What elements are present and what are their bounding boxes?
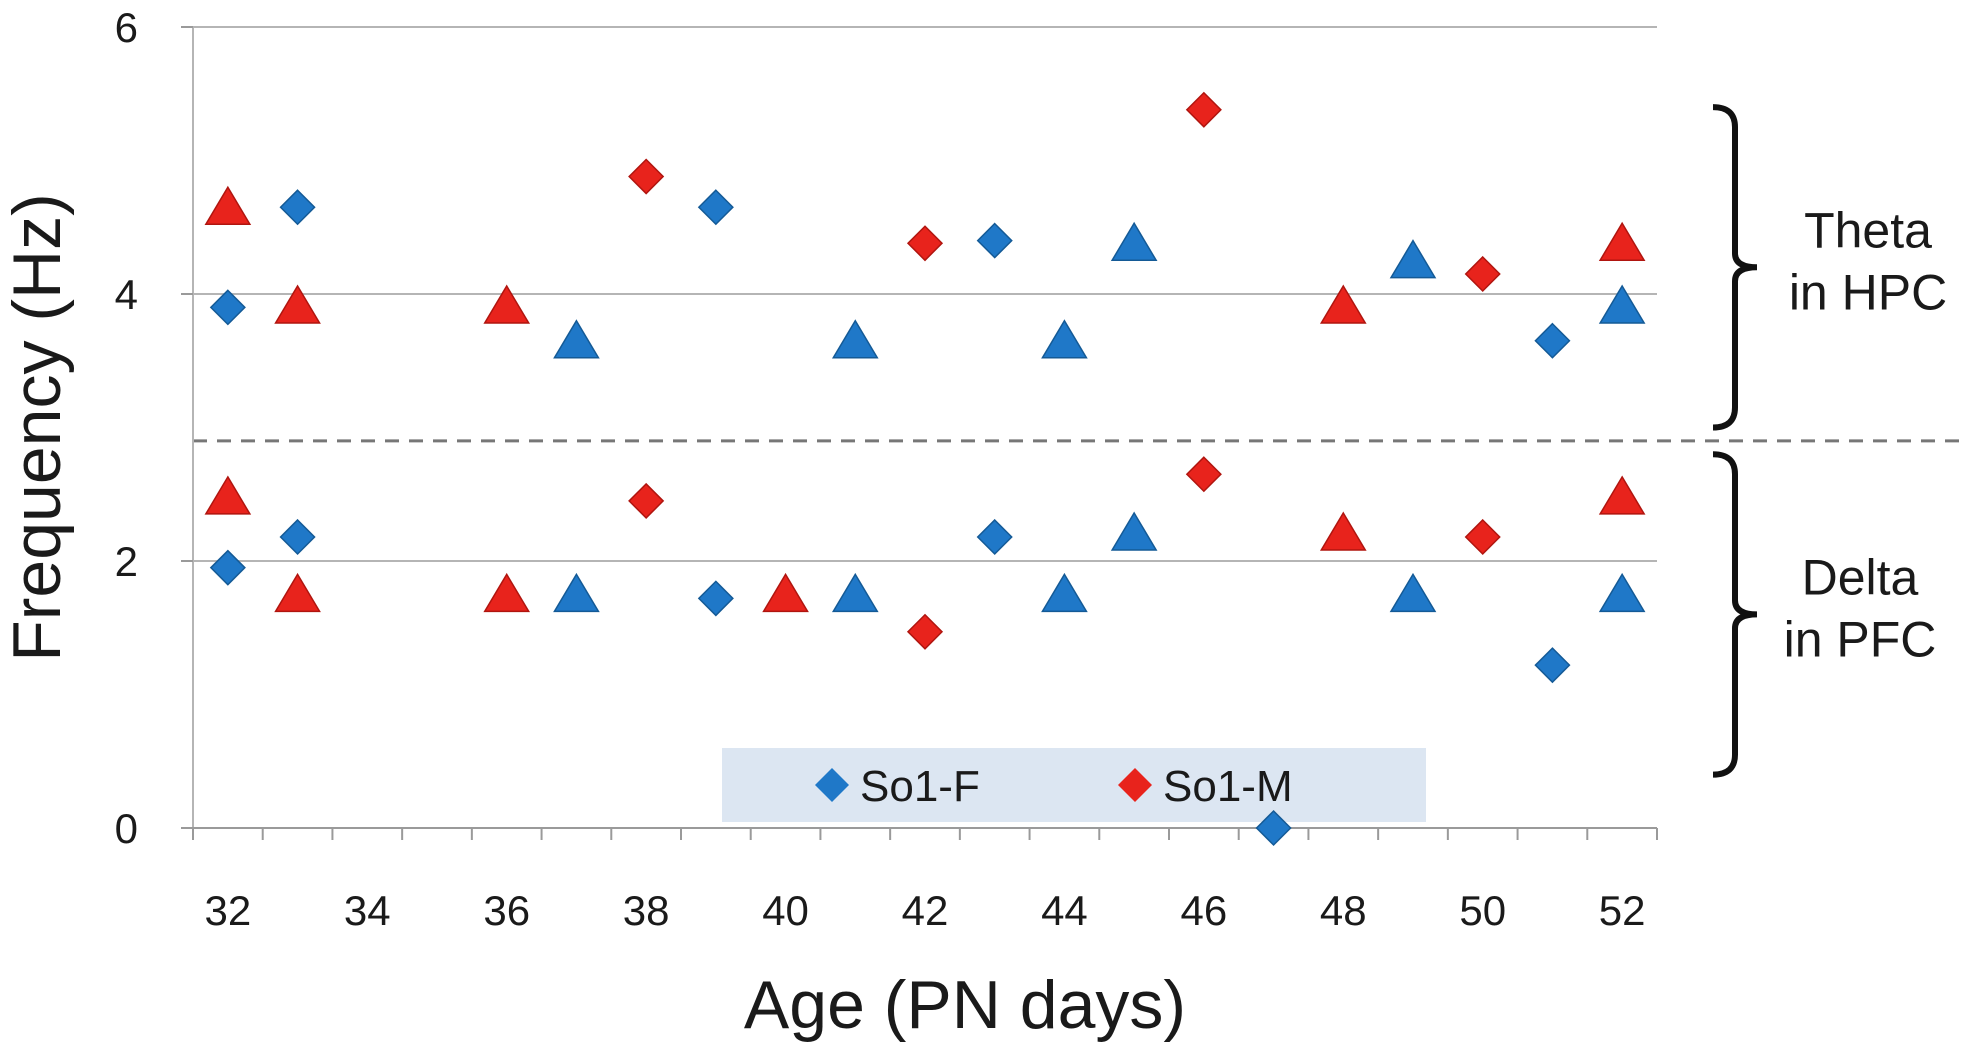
band-label-0-1: in HPC xyxy=(1789,264,1947,320)
data-point-series2-triangle xyxy=(1041,572,1088,613)
data-point-so1-f-diamond xyxy=(1255,809,1292,847)
x-axis-label: Age (PN days) xyxy=(744,967,1186,1043)
gridlines xyxy=(193,26,1657,562)
legend-label-so1-f: So1-F xyxy=(860,762,980,811)
x-tick-label-34: 34 xyxy=(344,887,391,934)
data-point-so1-f-diamond xyxy=(209,549,246,586)
data-point-series2-triangle xyxy=(1598,284,1646,324)
data-point-so1-f-diamond xyxy=(976,222,1013,259)
data-point-series3-triangle xyxy=(1598,221,1646,262)
data-point-so1-f-diamond xyxy=(1534,322,1571,359)
data-point-series3-triangle xyxy=(274,572,321,613)
x-tick-labels: 32 34 36 38 40 42 44 46 48 50 52 xyxy=(204,887,1645,934)
data-point-series3-triangle xyxy=(762,572,809,613)
data-point-so1-m-diamond xyxy=(628,158,665,195)
y-tick-label-2: 2 xyxy=(115,538,138,585)
x-tick-label-46: 46 xyxy=(1180,887,1227,934)
data-point-so1-f-diamond xyxy=(697,189,734,226)
legend-label-so1-m: So1-M xyxy=(1163,762,1293,811)
data-point-series3-triangle xyxy=(483,572,531,613)
band-label-1-1: in PFC xyxy=(1784,611,1937,667)
y-axis-label: Frequency (Hz) xyxy=(0,193,75,662)
data-point-so1-f-diamond xyxy=(976,518,1013,556)
band-label-1-0: Delta xyxy=(1802,549,1919,605)
data-point-so1-m-diamond xyxy=(906,225,944,262)
data-point-series2-triangle xyxy=(1110,221,1158,262)
legend-marker-so1-m xyxy=(1118,768,1152,802)
x-tick-label-38: 38 xyxy=(623,887,670,934)
data-point-so1-f-diamond xyxy=(279,189,316,226)
x-tick-label-42: 42 xyxy=(902,887,949,934)
data-point-series3-triangle xyxy=(1319,284,1367,324)
data-point-so1-m-diamond xyxy=(1464,518,1501,556)
data-point-series2-triangle xyxy=(1110,511,1158,551)
data-point-series2-triangle xyxy=(831,572,879,613)
data-point-so1-f-diamond xyxy=(697,580,734,617)
data-point-series3-triangle xyxy=(274,284,321,324)
data-point-series2-triangle xyxy=(831,319,879,359)
data-point-series3-triangle xyxy=(1319,511,1367,551)
y-tick-label-6: 6 xyxy=(115,4,138,51)
data-point-so1-m-diamond xyxy=(906,613,944,650)
data-point-series2-triangle xyxy=(553,572,600,613)
data-point-series2-triangle xyxy=(553,319,600,359)
axes xyxy=(181,26,1658,840)
data-point-series2-triangle xyxy=(1389,572,1437,613)
band-brackets: Theta in HPC Delta in PFC xyxy=(1712,104,1947,778)
x-tick-label-32: 32 xyxy=(204,887,251,934)
data-point-series2-triangle xyxy=(1041,319,1088,359)
legend: So1-F So1-M xyxy=(722,748,1426,822)
y-tick-labels: 0 2 4 6 xyxy=(115,4,138,852)
data-points xyxy=(204,91,1646,847)
data-point-series2-triangle xyxy=(1389,239,1437,279)
x-tick-label-40: 40 xyxy=(762,887,809,934)
data-point-series3-triangle xyxy=(204,475,252,515)
x-tick-label-44: 44 xyxy=(1041,887,1088,934)
x-tick-label-50: 50 xyxy=(1459,887,1506,934)
data-point-so1-f-diamond xyxy=(1534,647,1571,684)
y-tick-label-4: 4 xyxy=(115,271,138,318)
data-point-so1-f-diamond xyxy=(209,289,246,326)
x-tick-label-36: 36 xyxy=(483,887,530,934)
data-point-so1-f-diamond xyxy=(279,518,316,556)
data-point-series3-triangle xyxy=(204,185,252,225)
band-label-0-0: Theta xyxy=(1804,202,1932,258)
data-point-so1-m-diamond xyxy=(1464,255,1501,293)
x-tick-label-52: 52 xyxy=(1599,887,1646,934)
data-point-so1-m-diamond xyxy=(628,482,665,519)
bracket-1 xyxy=(1712,451,1758,778)
data-point-series2-triangle xyxy=(1598,572,1646,613)
data-point-so1-m-diamond xyxy=(1185,91,1222,128)
data-point-so1-m-diamond xyxy=(1185,456,1222,493)
y-tick-label-0: 0 xyxy=(115,805,138,852)
data-point-series3-triangle xyxy=(483,284,531,324)
bracket-0 xyxy=(1712,104,1758,431)
x-tick-label-48: 48 xyxy=(1320,887,1367,934)
data-point-series3-triangle xyxy=(1598,475,1646,515)
legend-marker-so1-f xyxy=(815,768,849,802)
